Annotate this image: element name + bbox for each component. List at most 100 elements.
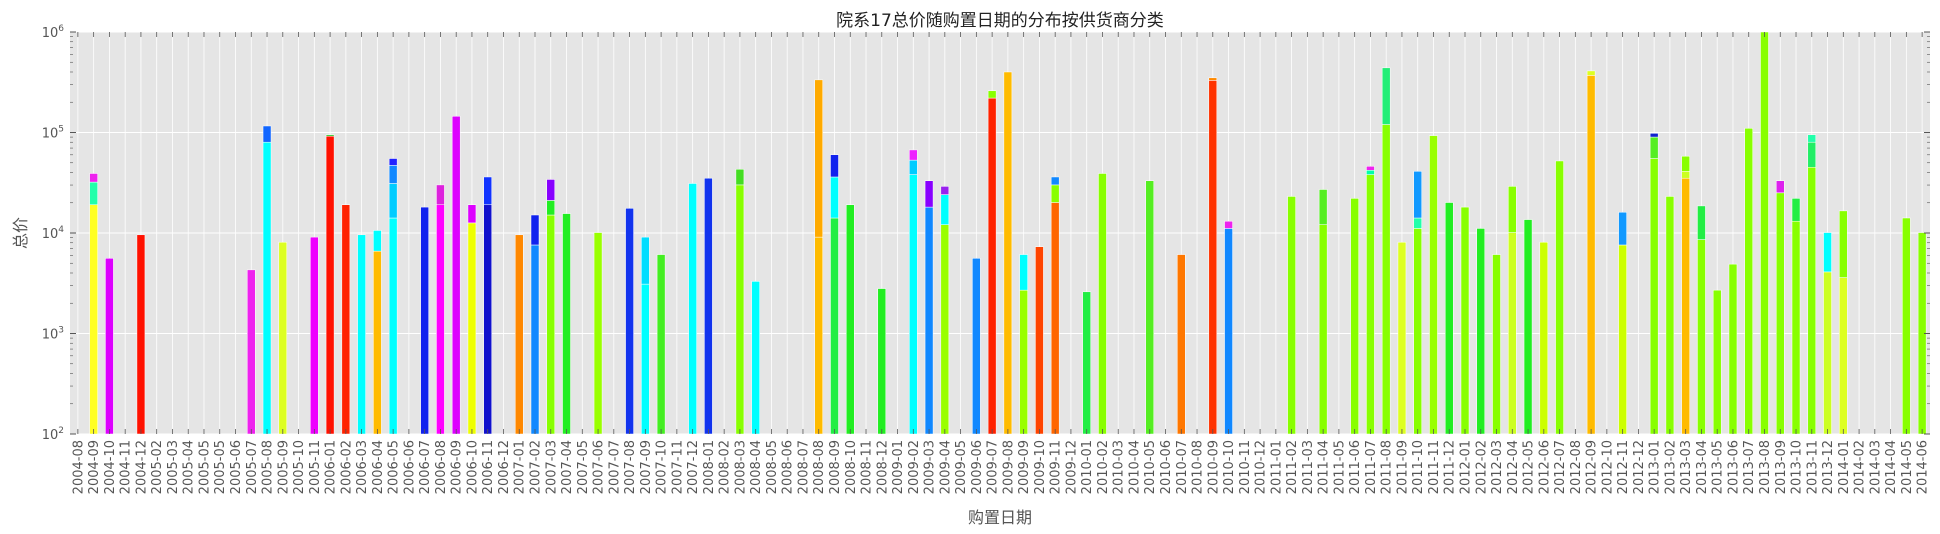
bar-segment [1098, 173, 1107, 435]
bar-segment [909, 159, 918, 175]
bar-segment [436, 184, 445, 206]
bar-segment [1823, 271, 1832, 435]
bar-segment [877, 288, 887, 435]
bar-segment [483, 176, 492, 206]
bar-segment [1649, 136, 1659, 159]
x-tick-label: 2011-08 [1380, 440, 1395, 494]
bar-segment [1444, 202, 1454, 435]
bar-segment [388, 217, 398, 435]
x-tick-label: 2007-05 [576, 440, 591, 494]
bar-segment [1839, 210, 1848, 278]
x-tick-label: 2011-01 [1269, 440, 1284, 494]
x-tick-label: 2006-04 [371, 440, 386, 494]
bar-segment [704, 177, 713, 435]
x-tick-label: 2008-09 [828, 440, 843, 494]
x-tick-label: 2006-07 [418, 440, 433, 494]
bar-segment [1397, 241, 1407, 435]
x-tick-label: 2010-09 [1206, 440, 1221, 494]
x-tick-label: 2010-01 [1080, 440, 1095, 494]
x-tick-label: 2011-12 [1443, 440, 1458, 494]
bar-segment [546, 214, 556, 435]
bar-segment [436, 204, 445, 435]
x-tick-label: 2010-03 [1112, 440, 1127, 494]
x-tick-label: 2008-10 [844, 440, 859, 494]
x-tick-label: 2008-06 [781, 440, 796, 494]
bar-segment [1366, 170, 1375, 175]
x-tick-label: 2006-08 [434, 440, 449, 494]
bar-segment [325, 135, 335, 435]
bar-segment [1019, 254, 1028, 291]
bar-segment [1145, 180, 1154, 435]
x-tick-label: 2012-09 [1585, 440, 1600, 494]
x-tick-label: 2007-08 [623, 440, 638, 494]
bar-segment [530, 244, 540, 435]
x-tick-label: 2009-11 [1049, 440, 1064, 494]
x-tick-label: 2010-06 [1159, 440, 1174, 494]
x-tick-label: 2006-12 [497, 440, 512, 494]
x-tick-label: 2013-01 [1648, 440, 1663, 494]
x-tick-label: 2014-03 [1868, 440, 1883, 494]
bar-segment [1508, 186, 1517, 233]
bar-segment [1697, 205, 1706, 240]
x-tick-label: 2011-05 [1332, 440, 1347, 494]
chart-title: 院系17总价随购置日期的分布按供货商分类 [836, 11, 1164, 31]
bar-segment [1523, 219, 1533, 435]
x-tick-label: 2007-01 [513, 440, 528, 494]
bar-segment [641, 283, 650, 435]
y-axis-label: 总价 [11, 217, 30, 249]
bar-segment [1586, 75, 1596, 435]
bar-segment [1366, 174, 1375, 435]
bar-segment [1318, 189, 1328, 225]
bar-segment [735, 184, 745, 435]
x-tick-label: 2013-02 [1663, 440, 1678, 494]
x-tick-label: 2012-11 [1616, 440, 1631, 494]
bar-segment [247, 269, 256, 435]
bar-segment [341, 204, 351, 435]
y-tick-label: 105 [42, 125, 64, 142]
x-tick-label: 2005-05 [197, 440, 212, 494]
bar-segment [1618, 244, 1627, 435]
x-tick-label: 2012-08 [1569, 440, 1584, 494]
bar-segment [89, 181, 98, 206]
bar-segment [1776, 192, 1785, 435]
bar-segment [1539, 241, 1549, 435]
x-tick-label: 2013-03 [1679, 440, 1694, 494]
bar-segment [136, 234, 146, 435]
bar-segment [987, 97, 997, 435]
bar-segment [420, 206, 429, 435]
bar-segment [940, 224, 950, 435]
bar-segment [593, 232, 603, 435]
bar-segment [1413, 228, 1422, 435]
x-tick-label: 2012-03 [1490, 440, 1505, 494]
x-tick-label: 2006-10 [465, 440, 480, 494]
x-tick-label: 2005-11 [308, 440, 323, 494]
x-tick-label: 2010-05 [1143, 440, 1158, 494]
x-tick-label: 2012-07 [1553, 440, 1568, 494]
bar-segment [1712, 289, 1722, 435]
bar-segment [987, 90, 997, 99]
x-tick-label: 2006-11 [481, 440, 496, 494]
x-tick-label: 2008-08 [812, 440, 827, 494]
bar-segment [814, 79, 823, 238]
x-tick-label: 2005-04 [182, 440, 197, 494]
x-tick-label: 2008-12 [875, 440, 890, 494]
bar-segment [688, 183, 697, 435]
x-tick-label: 2011-07 [1364, 440, 1379, 494]
x-tick-label: 2014-06 [1916, 440, 1931, 494]
bar-segment [1287, 196, 1296, 435]
x-tick-label: 2005-02 [150, 440, 165, 494]
x-tick-label: 2012-06 [1537, 440, 1552, 494]
x-tick-label: 2013-11 [1805, 440, 1820, 494]
y-tick-label: 102 [42, 426, 64, 443]
bar-segment [940, 194, 950, 225]
bar-segment [1791, 220, 1801, 435]
x-tick-label: 2006-02 [339, 440, 354, 494]
x-tick-label: 2009-06 [970, 440, 985, 494]
bar-segment [325, 134, 335, 137]
bar-segment [830, 154, 839, 178]
x-tick-label: 2013-12 [1821, 440, 1836, 494]
x-tick-label: 2008-04 [749, 440, 764, 494]
bar-segment [467, 204, 477, 224]
bar-segment [546, 179, 556, 201]
x-tick-label: 2009-08 [1001, 440, 1016, 494]
